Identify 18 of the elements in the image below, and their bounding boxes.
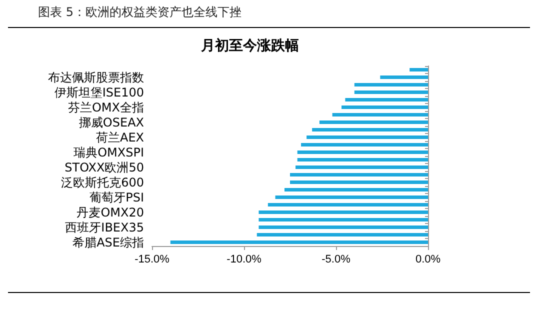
y-tick-label: 希腊ASE综指 <box>72 235 144 250</box>
y-tick-label: 葡萄牙PSI <box>90 190 144 204</box>
y-tick-label: 丹麦OMX20 <box>76 205 144 220</box>
y-tick-label: 荷兰AEX <box>96 130 144 144</box>
y-tick-label: STOXX欧洲50 <box>64 160 144 174</box>
y-tick-label: 伊斯坦堡ISE100 <box>54 85 144 100</box>
x-tick-label: -10.0% <box>226 254 262 266</box>
y-tick-label: 芬兰OMX全指 <box>68 100 144 114</box>
chart-title: 月初至今涨跌幅 <box>200 37 299 54</box>
y-tick-label: 西班牙IBEX35 <box>65 220 144 234</box>
text: 图表 5：欧洲的权益类资产也全线下挫 <box>8 4 530 28</box>
y-tick-label: 泛欧斯托克600 <box>61 175 144 190</box>
y-tick-label: 布达佩斯股票指数 <box>48 70 144 84</box>
y-tick-label: 挪威OSEAX <box>78 115 144 130</box>
y-tick-label: 瑞典OMXSPI <box>74 145 144 160</box>
x-tick-label: -15.0% <box>134 254 170 266</box>
x-tick-label: 0.0% <box>415 254 441 266</box>
x-tick-label: -5.0% <box>322 254 351 266</box>
